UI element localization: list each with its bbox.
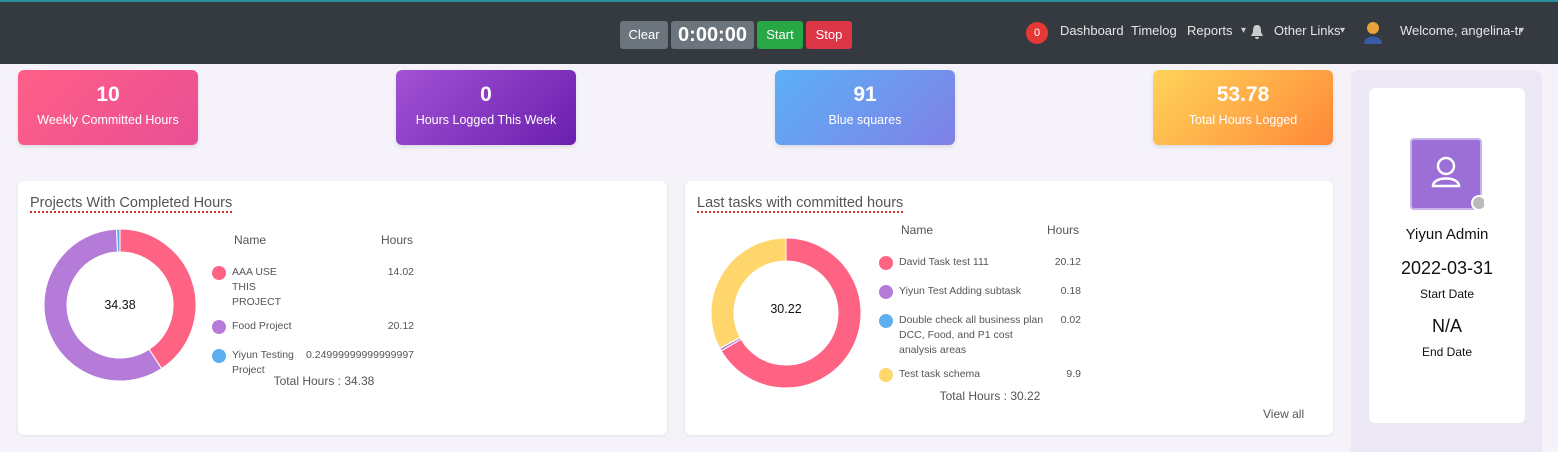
row-name: Yiyun Testing Project — [232, 349, 294, 376]
column-header: Name — [234, 233, 267, 247]
avatar-icon[interactable] — [1362, 20, 1384, 44]
caret: ▾ — [1519, 25, 1525, 36]
row-hours: 0.24999999999999997 — [305, 349, 414, 361]
legend-dot — [879, 256, 893, 270]
total-hours: Total Hours : 34.38 — [273, 374, 375, 388]
sidebar: Yiyun Admin 2022-03-31 Start Date N/A En… — [1351, 70, 1542, 452]
legend-dot — [212, 266, 226, 280]
stat-card: 10 Weekly Committed Hours — [18, 70, 198, 145]
stat-label: Hours Logged This Week — [415, 113, 557, 127]
donut-chart — [43, 228, 197, 382]
projects-panel: Projects With Completed Hours 34.38 Name… — [18, 181, 667, 435]
stat-label: Total Hours Logged — [1188, 113, 1298, 127]
caret: ▾ — [1340, 25, 1346, 36]
row-name: Food Project — [232, 320, 292, 332]
donut-center: 34.38 — [104, 298, 136, 312]
stat-value: 91 — [853, 83, 877, 106]
stat-label: Weekly Committed Hours — [37, 113, 179, 127]
panel-title: Projects With Completed Hours — [30, 195, 233, 213]
legend-table: David Task test 111 20.12 Yiyun Test Addin… — [879, 251, 1081, 392]
legend-dot-cell — [879, 251, 899, 280]
donut-segment — [116, 228, 121, 253]
welcome-menu[interactable]: Welcome, angelina-tr — [1400, 23, 1523, 38]
stat-card: 91 Blue squares — [775, 70, 955, 145]
caret: ▾ — [1241, 25, 1247, 36]
nav-link[interactable]: Dashboard — [1060, 23, 1124, 38]
donut-segment — [43, 228, 163, 382]
legend-row: Food Project 20.12 — [212, 315, 414, 344]
legend-dot-cell — [212, 315, 232, 344]
start-date: 2022-03-31 — [1400, 258, 1494, 278]
notification-badge[interactable]: 0 — [1026, 22, 1048, 44]
row-name: Test task schema — [899, 368, 981, 380]
panel-title: Last tasks with committed hours — [697, 195, 904, 213]
legend-dot-cell — [212, 344, 232, 383]
column-header: Hours — [381, 233, 414, 247]
stat-card: 53.78 Total Hours Logged — [1153, 70, 1333, 145]
legend-dot — [879, 368, 893, 382]
view-all-link[interactable]: View all — [1263, 407, 1305, 421]
end-date-label: End Date — [1421, 345, 1473, 359]
column-header: Hours — [1047, 223, 1080, 237]
profile-avatar — [1410, 138, 1484, 211]
end-date: N/A — [1431, 316, 1462, 336]
stop-button[interactable]: Stop — [806, 21, 852, 49]
legend-dot — [879, 285, 893, 299]
donut-segment — [710, 237, 787, 349]
row-name: Yiyun Test Adding subtask — [899, 285, 1021, 297]
legend-dot-cell — [879, 363, 899, 392]
donut-segment — [720, 237, 862, 389]
bell-icon[interactable] — [1250, 24, 1264, 40]
row-name: AAA USE THIS PROJECT — [232, 266, 282, 308]
row-name: David Task test 111 — [899, 256, 989, 268]
start-date-label: Start Date — [1419, 287, 1475, 301]
row-hours: 20.12 — [1054, 256, 1081, 268]
profile-card: Yiyun Admin 2022-03-31 Start Date N/A En… — [1369, 88, 1525, 423]
row-hours: 20.12 — [387, 320, 414, 332]
nav-link[interactable]: Timelog — [1131, 23, 1177, 38]
total-hours: Total Hours : 30.22 — [939, 389, 1041, 403]
legend-dot — [212, 320, 226, 334]
profile-name: Yiyun Admin — [1405, 226, 1489, 243]
legend-dot-cell — [212, 261, 232, 315]
column-header: Name — [901, 223, 934, 237]
legend-row: Test task schema 9.9 — [879, 363, 1081, 392]
stat-value: 0 — [480, 83, 492, 106]
tasks-panel: Last tasks with committed hours 30.22 Na… — [685, 181, 1333, 435]
legend-dot — [879, 314, 893, 328]
legend-dot-cell — [879, 309, 899, 363]
clear-button[interactable]: Clear — [620, 21, 668, 49]
legend-row: David Task test 111 20.12 — [879, 251, 1081, 280]
start-button[interactable]: Start — [757, 21, 803, 49]
legend-row: Double check all business plan DCC, Food… — [879, 309, 1081, 363]
legend-row: AAA USE THIS PROJECT 14.02 — [212, 261, 414, 315]
timer: 0:00:00 — [671, 21, 754, 49]
row-hours: 14.02 — [387, 266, 414, 278]
donut-center: 30.22 — [770, 302, 802, 316]
legend-table: AAA USE THIS PROJECT 14.02 Food Project 20.… — [212, 261, 414, 383]
row-name: Double check all business plan DCC, Food… — [899, 314, 1044, 356]
nav-link[interactable]: Reports — [1187, 23, 1233, 38]
donut-chart — [710, 237, 862, 389]
legend-dot — [212, 349, 226, 363]
row-hours: 9.9 — [1066, 368, 1081, 380]
legend-row: Yiyun Test Adding subtask 0.18 — [879, 280, 1081, 309]
stat-card: 0 Hours Logged This Week — [396, 70, 576, 145]
row-hours: 0.18 — [1060, 285, 1081, 297]
stat-value: 10 — [96, 83, 120, 106]
row-hours: 0.02 — [1060, 314, 1081, 326]
nav-link[interactable]: Other Links — [1274, 23, 1341, 38]
legend-dot-cell — [879, 280, 899, 309]
navbar: Clear 0:00:00 Start Stop 0 Dashboard Tim… — [0, 0, 1558, 64]
stat-value: 53.78 — [1216, 83, 1270, 106]
stat-label: Blue squares — [828, 113, 902, 127]
legend-row: Yiyun Testing Project 0.24999999999999997 — [212, 344, 414, 383]
